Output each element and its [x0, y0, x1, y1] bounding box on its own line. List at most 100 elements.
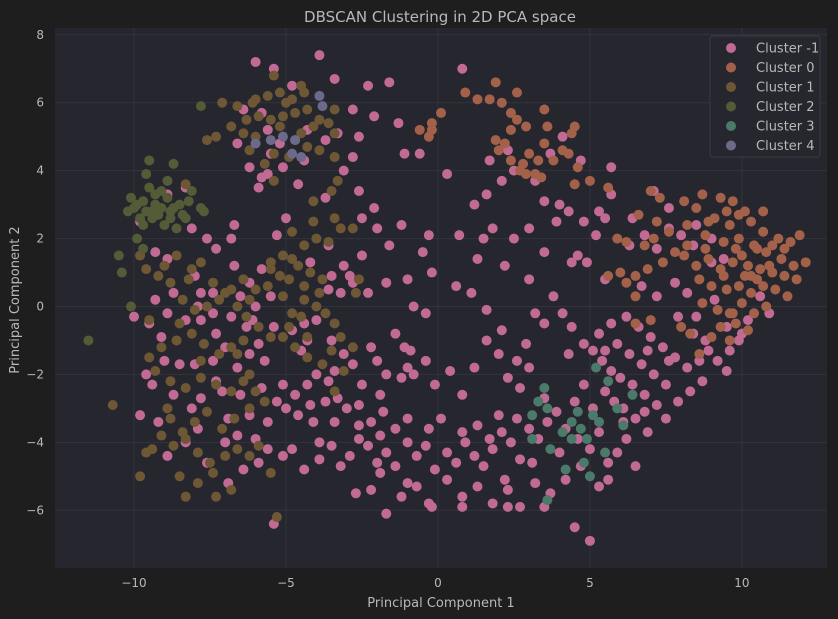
data-point [326, 186, 337, 197]
data-point [727, 196, 738, 207]
x-axis-label: Principal Component 1 [367, 596, 514, 611]
data-point [299, 294, 310, 305]
data-point [329, 366, 340, 377]
chart-title: DBSCAN Clustering in 2D PCA space [304, 8, 576, 26]
data-point [676, 230, 687, 241]
data-point [366, 342, 377, 353]
data-point [715, 321, 726, 332]
data-point [600, 447, 611, 458]
data-point [521, 121, 532, 132]
data-point [353, 186, 364, 197]
data-point [673, 311, 684, 322]
data-point [396, 372, 407, 383]
data-point [141, 369, 152, 380]
data-point [673, 396, 684, 407]
data-point [277, 131, 288, 142]
data-point [390, 423, 401, 434]
data-point [186, 328, 197, 339]
data-point [581, 257, 592, 268]
x-tick-label: −10 [121, 576, 146, 590]
data-point [457, 63, 468, 74]
data-point [320, 396, 331, 407]
data-point [265, 467, 276, 478]
data-point [238, 335, 249, 346]
data-point [423, 230, 434, 241]
data-point [150, 294, 161, 305]
data-point [238, 376, 249, 387]
data-point [125, 192, 136, 203]
data-point [469, 362, 480, 373]
data-point [253, 182, 264, 193]
data-point [353, 274, 364, 285]
data-point [162, 192, 173, 203]
y-tick-label: −6 [26, 503, 44, 517]
data-point [293, 410, 304, 421]
data-point [214, 349, 225, 360]
data-point [451, 281, 462, 292]
data-point [277, 111, 288, 122]
data-point [147, 206, 158, 217]
data-point [287, 80, 298, 91]
legend-label: Cluster -1 [756, 42, 819, 57]
data-point [296, 80, 307, 91]
data-point [211, 379, 222, 390]
data-point [226, 386, 237, 397]
data-point [244, 294, 255, 305]
data-point [654, 192, 665, 203]
data-point [116, 267, 127, 278]
data-point [159, 260, 170, 271]
data-point [639, 240, 650, 251]
data-point [293, 260, 304, 271]
data-point [499, 138, 510, 149]
data-point [141, 447, 152, 458]
data-point [329, 416, 340, 427]
data-point [493, 145, 504, 156]
data-point [524, 362, 535, 373]
data-point [305, 399, 316, 410]
data-point [189, 416, 200, 427]
data-point [423, 423, 434, 434]
data-point [733, 209, 744, 220]
data-point [651, 291, 662, 302]
data-point [189, 304, 200, 315]
data-point [524, 148, 535, 159]
data-point [800, 257, 811, 268]
data-point [569, 179, 580, 190]
y-axis-label: Principal Component 2 [8, 226, 23, 373]
data-point [186, 223, 197, 234]
data-point [612, 338, 623, 349]
data-point [703, 253, 714, 264]
data-point [201, 233, 212, 244]
data-point [314, 90, 325, 101]
data-point [642, 345, 653, 356]
data-point [390, 461, 401, 472]
data-point [402, 478, 413, 489]
data-point [220, 450, 231, 461]
data-point [326, 270, 337, 281]
data-point [287, 253, 298, 264]
data-point [314, 114, 325, 125]
data-point [600, 213, 611, 224]
data-point [600, 386, 611, 397]
data-point [156, 342, 167, 353]
data-point [329, 318, 340, 329]
data-point [676, 321, 687, 332]
data-point [232, 301, 243, 312]
data-point [594, 328, 605, 339]
data-point [208, 467, 219, 478]
data-point [305, 267, 316, 278]
data-point [505, 107, 516, 118]
data-point [259, 355, 270, 366]
data-point [423, 131, 434, 142]
data-point [472, 420, 483, 431]
data-point [363, 287, 374, 298]
data-point [527, 457, 538, 468]
data-point [350, 287, 361, 298]
data-point [420, 355, 431, 366]
data-point [426, 501, 437, 512]
x-tick-label: 0 [434, 576, 442, 590]
data-point [490, 77, 501, 88]
data-point [180, 213, 191, 224]
data-point [338, 260, 349, 271]
data-point [575, 423, 586, 434]
